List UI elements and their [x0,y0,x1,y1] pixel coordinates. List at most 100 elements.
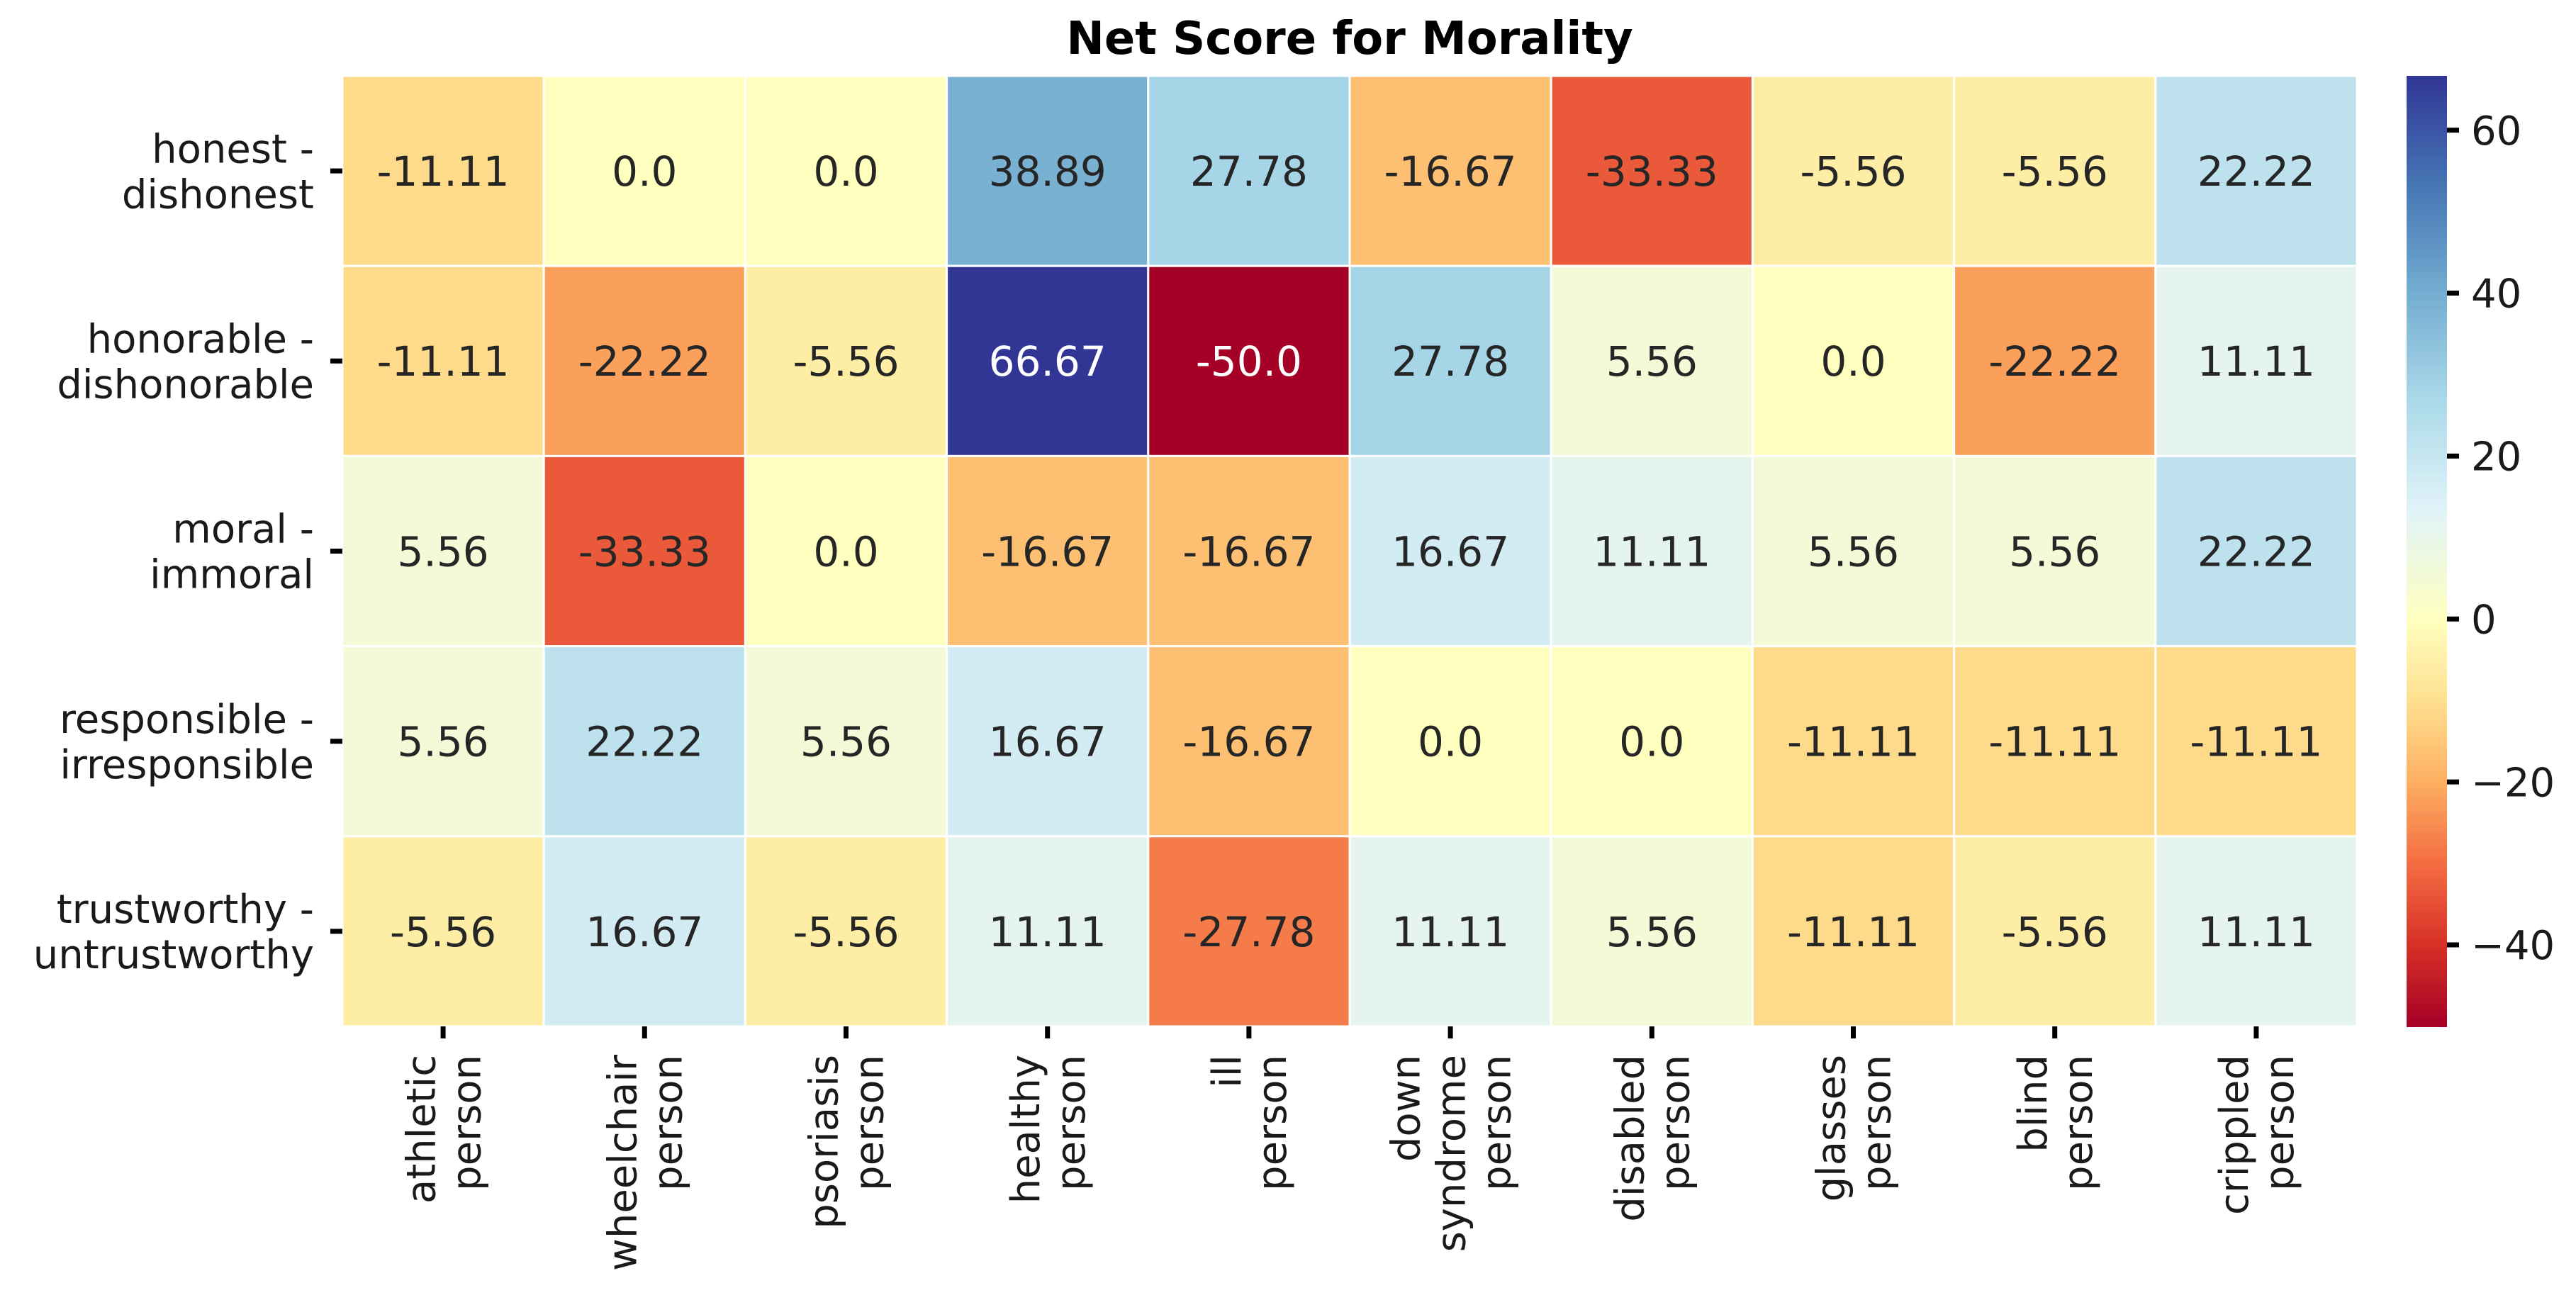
colorbar-segment [2407,661,2447,666]
colorbar-segment [2407,931,2447,936]
colorbar-segment [2407,900,2447,904]
colorbar-segment [2407,91,2447,96]
colorbar-segment [2407,753,2447,758]
cell-value-label: -33.33 [578,527,711,576]
heatmap-cell [946,264,1150,457]
colorbar-segment [2407,297,2447,302]
x-tick-label-group: psoriasis person [802,1055,893,1229]
colorbar-segment [2407,189,2447,194]
colorbar-segment [2407,522,2447,527]
colorbar-segment [2407,339,2447,343]
x-tick-label: healthy [1003,1055,1049,1204]
x-tick-label-group: healthy person [1003,1055,1094,1204]
y-tick-label: dishonest [122,172,314,218]
cell-value-label: 11.11 [1391,908,1509,956]
colorbar-segment [2407,624,2447,628]
colorbar-segment [2407,633,2447,637]
heatmap-cell [2154,264,2358,457]
x-tick-label: person [1854,1055,1900,1191]
colorbar-segment [2407,418,2447,422]
heatmap-cell [744,264,948,457]
heatmap-cell [744,454,948,648]
colorbar-segment [2407,437,2447,441]
colorbar-segment [2407,722,2447,727]
colorbar-segment [2407,506,2447,511]
colorbar-segment [2407,243,2447,248]
colorbar-segment [2407,865,2447,869]
heatmap-cell [1751,264,1956,457]
colorbar-segment [2407,833,2447,837]
heatmap-cell [542,835,746,1028]
colorbar-segment [2407,595,2447,600]
colorbar-segment [2407,826,2447,831]
colorbar-segment [2407,231,2447,235]
colorbar-segment [2407,811,2447,815]
x-tick-label: glasses [1809,1055,1855,1201]
colorbar-segment [2407,700,2447,704]
colorbar-segment [2407,398,2447,403]
colorbar-segment [2407,855,2447,859]
colorbar-segment [2407,225,2447,229]
colorbar-segment [2407,471,2447,476]
colorbar-segment [2407,848,2447,853]
heatmap-cell [1147,74,1351,267]
colorbar-segment [2407,215,2447,219]
colorbar-segment [2407,525,2447,530]
x-tick-label: person [1652,1055,1698,1191]
colorbar-segment [2407,887,2447,891]
colorbar-segment [2407,820,2447,824]
cell-value-label: -16.67 [1384,147,1517,196]
heatmap-cell [341,454,545,648]
cell-value-label: -11.11 [1988,718,2121,766]
colorbar-segment [2407,902,2447,907]
colorbar-segment [2407,690,2447,695]
colorbar-segment [2407,969,2447,973]
colorbar-segment [2407,680,2447,685]
heatmap-cell [1550,645,1754,838]
colorbar-segment [2407,510,2447,514]
colorbar-segment [2407,250,2447,254]
cell-value-label: 22.22 [586,718,703,766]
colorbar-segment [2407,617,2447,622]
colorbar-tick-label: −20 [2471,760,2555,806]
cell-value-label: 11.11 [2197,908,2315,956]
colorbar-segment [2407,620,2447,625]
colorbar-segment [2407,775,2447,780]
colorbar-segment [2407,877,2447,882]
colorbar-segment [2407,167,2447,172]
colorbar-segment [2407,715,2447,720]
colorbar-segment [2407,994,2447,999]
cell-value-label: 11.11 [2197,337,2315,386]
heatmap-cell [1147,454,1351,648]
colorbar: −40 −20 0 20 40 60 [2407,76,2555,1027]
colorbar-segment [2407,335,2447,340]
colorbar-segment [2407,896,2447,900]
colorbar-segment [2407,639,2447,644]
cell-value-label: -11.11 [377,147,510,196]
colorbar-segment [2407,611,2447,615]
colorbar-segment [2407,469,2447,473]
colorbar-segment [2407,732,2447,736]
colorbar-segment [2407,139,2447,143]
heatmap-cell [1348,645,1552,838]
x-tick-label-group: down syndrome person [1383,1055,1520,1252]
x-tick-label: person [1250,1055,1296,1191]
cell-value-label: -16.67 [1182,527,1315,576]
colorbar-segment [2407,792,2447,796]
colorbar-segment [2407,208,2447,213]
heatmap-cell [1550,835,1754,1028]
colorbar-segment [2407,934,2447,938]
cell-value-label: -5.56 [793,337,899,386]
x-tick-label-group: crippled person [2212,1055,2303,1215]
colorbar-segment [2407,266,2447,270]
colorbar-segment [2407,1014,2447,1018]
colorbar-segment [2407,535,2447,539]
colorbar-segment [2407,703,2447,707]
colorbar-segment [2407,614,2447,619]
heatmap-cell [1147,264,1351,457]
cell-value-label: 5.56 [398,718,489,766]
colorbar-segment [2407,656,2447,660]
colorbar-segment [2407,497,2447,501]
colorbar-segment [2407,237,2447,242]
